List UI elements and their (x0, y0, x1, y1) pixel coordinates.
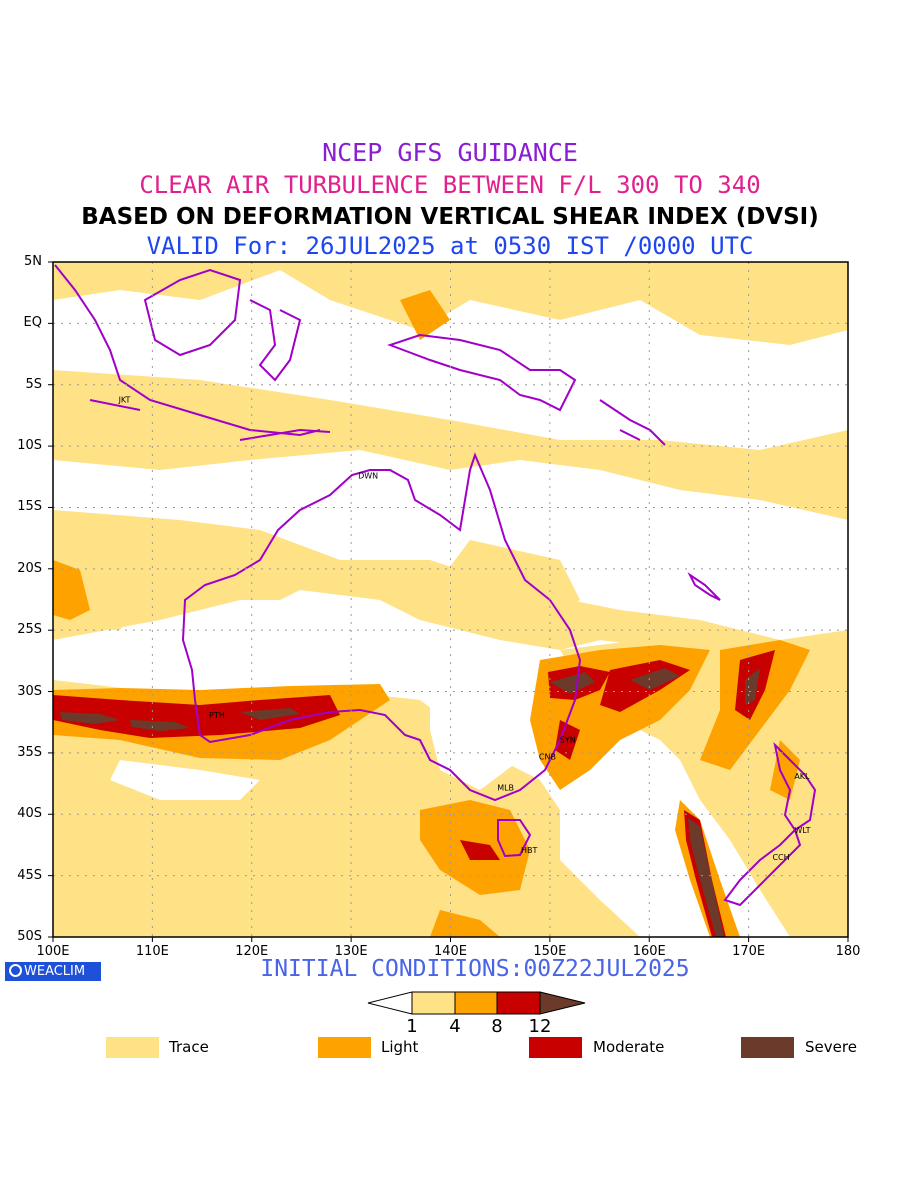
title-line-3: BASED ON DEFORMATION VERTICAL SHEAR INDE… (81, 204, 819, 230)
lat-label: 50S (17, 929, 42, 944)
station-label-mlb: MLB (497, 783, 514, 792)
clear-regions (110, 590, 680, 900)
legend-swatch-severe (741, 1037, 794, 1058)
new-caledonia-coast (687, 572, 721, 601)
lat-label: 5N (24, 254, 42, 269)
legend-swatch-moderate (529, 1037, 582, 1058)
station-label-syn: SYN (560, 735, 576, 744)
colorbar-moderate (496, 991, 541, 1015)
lon-label: 150E (533, 944, 567, 959)
logo-text: WEACLIM (24, 964, 86, 979)
initial-conditions: INITIAL CONDITIONS:00Z22JUL2025 (260, 956, 690, 982)
colorbar-severe-end (539, 991, 586, 1015)
graticule (53, 262, 848, 937)
colorbar-light (454, 991, 498, 1015)
new-zealand-north-coast (773, 741, 817, 832)
lat-label: 5S (25, 376, 42, 392)
borneo-coast (143, 268, 242, 357)
legend-swatch-light (318, 1037, 371, 1058)
new-guinea-coast (387, 333, 577, 412)
lat-label: 20S (17, 560, 42, 576)
station-label-cnb: CNB (539, 753, 556, 762)
colorbar-low-end (367, 991, 413, 1015)
colorbar-tick-12: 12 (528, 1016, 552, 1037)
timor-coast (239, 428, 331, 441)
lat-label: 25S (17, 622, 42, 638)
station-label-cch: CCH (772, 853, 789, 862)
lon-label: 160E (632, 944, 666, 959)
station-label-hbt: HBT (521, 846, 538, 855)
lat-label: 40S (17, 806, 42, 822)
lat-label: 45S (17, 867, 42, 883)
station-label-akl: AKL (794, 772, 810, 781)
new-zealand-south-coast (723, 828, 802, 907)
station-labels: JKT DWN PTH SYN CNB MLB HBT AKL WLT CCH (118, 395, 811, 862)
legend-label-severe: Severe (805, 1038, 857, 1056)
legend-label-light: Light (381, 1038, 419, 1056)
lon-label: 130E (334, 944, 368, 959)
station-label-jkt: JKT (118, 395, 131, 404)
lon-label: 170E (732, 944, 766, 959)
map-frame (52, 261, 849, 938)
coastlines (54, 264, 817, 907)
title-line-1: NCEP GFS GUIDANCE (322, 138, 578, 167)
tasmania-coast (497, 819, 532, 858)
severe-regions (60, 668, 760, 937)
lat-label: EQ (23, 315, 42, 331)
weaclim-circle-icon (9, 964, 22, 977)
solomon-islands-coast (599, 399, 666, 446)
lat-label: 30S (17, 683, 42, 699)
axis-ticks (48, 261, 849, 942)
lat-label: 15S (17, 499, 42, 515)
legend-label-trace: Trace (169, 1038, 209, 1056)
colorbar-tick-8: 8 (491, 1016, 503, 1037)
lon-label: 110E (135, 944, 169, 959)
legend-label-moderate: Moderate (593, 1038, 665, 1056)
lon-label: 180 (835, 944, 861, 959)
legend-swatch-trace (106, 1037, 159, 1058)
colorbar-tick-1: 1 (406, 1016, 418, 1037)
lat-label: 35S (17, 744, 42, 760)
lon-label: 140E (433, 944, 468, 959)
station-label-wlt: WLT (794, 826, 810, 835)
lon-label: 120E (235, 944, 269, 959)
sulawesi-coast (249, 299, 302, 382)
station-label-pth: PTH (209, 711, 225, 720)
sumatra-java-coast (54, 264, 321, 437)
station-label-dwn: DWN (358, 472, 378, 481)
title-line-2: CLEAR AIR TURBULENCE BETWEEN F/L 300 TO … (139, 171, 761, 199)
australia-coast (181, 452, 582, 802)
colorbar-tick-4: 4 (449, 1016, 461, 1037)
colorbar-trace (411, 991, 456, 1015)
lon-label: 100E (36, 944, 70, 959)
lat-label: 10S (17, 438, 42, 454)
weaclim-logo: WEACLIM (5, 962, 101, 981)
title-line-4: VALID For: 26JUL2025 at 0530 IST /0000 U… (146, 232, 754, 260)
